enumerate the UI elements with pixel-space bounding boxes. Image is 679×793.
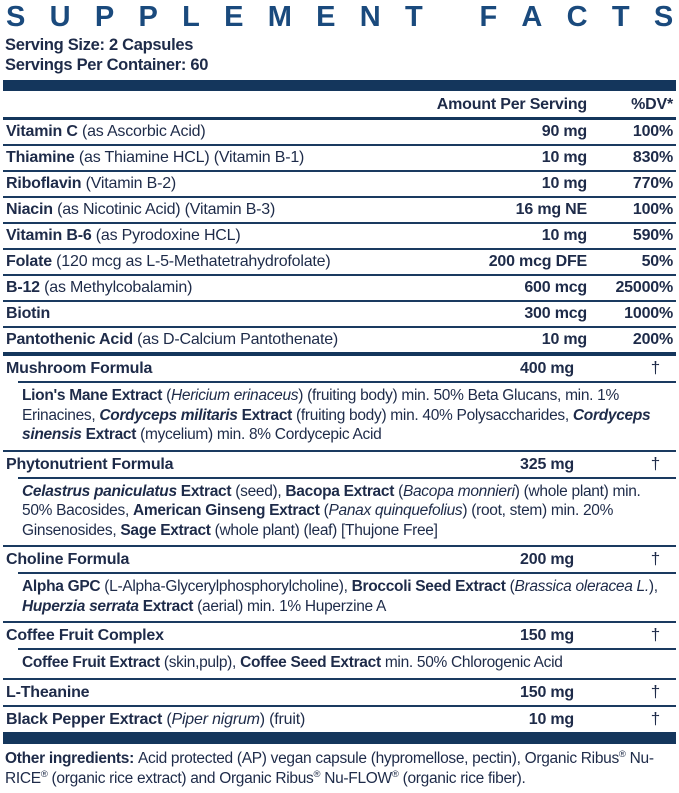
amount-per-serving: 90 mg: [541, 123, 587, 140]
table-row: B-12 (as Methylcobalamin) 600 mcg 25000%: [3, 274, 676, 300]
ingredient-name: Lion's Mane Extract (Hericium erinaceus)…: [22, 387, 651, 443]
amount-per-serving: 300 mcg: [524, 305, 587, 322]
percent-dv: 200%: [632, 331, 673, 348]
percent-dv: 100%: [632, 201, 673, 218]
amount-per-serving: 200 mg: [520, 551, 574, 568]
dv-dagger: †: [650, 358, 660, 377]
ingredient-name: Pantothenic Acid (as D-Calcium Pantothen…: [6, 331, 339, 348]
ingredient-name: Vitamin C (as Ascorbic Acid): [6, 123, 206, 140]
column-header-amount: Amount Per Serving: [436, 96, 587, 113]
amount-per-serving: 10 mg: [541, 149, 587, 166]
amount-per-serving: 150 mg: [520, 627, 574, 644]
amount-per-serving: 600 mcg: [524, 279, 587, 296]
ingredient-name: Vitamin B-6 (as Pyrodoxine HCL): [6, 227, 241, 244]
sub-ingredients-row: Alpha GPC (L-Alpha-Glycerylphosphorylcho…: [18, 572, 676, 621]
table-row: Biotin 300 mcg 1000%: [3, 300, 676, 326]
table-row: Thiamine (as Thiamine HCL) (Vitamin B-1)…: [3, 144, 676, 170]
amount-per-serving: 200 mcg DFE: [488, 253, 587, 270]
table-row: Choline Formula 200 mg †: [3, 545, 676, 572]
ingredient-name: Biotin: [6, 305, 51, 322]
facts-table-body: Vitamin C (as Ascorbic Acid) 90 mg 100% Thi…: [3, 120, 676, 732]
sub-ingredients-row: Coffee Fruit Extract (skin,pulp), Coffee…: [18, 648, 676, 678]
table-row: Vitamin C (as Ascorbic Acid) 90 mg 100%: [3, 120, 676, 144]
table-row: Vitamin B-6 (as Pyrodoxine HCL) 10 mg 590%: [3, 222, 676, 248]
amount-per-serving: 10 mg: [528, 710, 574, 728]
table-row: Folate (120 mcg as L-5-Methatetrahydrofo…: [3, 248, 676, 274]
table-row: Phytonutrient Formula 325 mg †: [3, 449, 676, 477]
percent-dv: 1000%: [624, 305, 673, 322]
percent-dv: 830%: [632, 149, 673, 166]
ingredient-name: Coffee Fruit Complex: [6, 627, 164, 644]
amount-per-serving: 400 mg: [520, 360, 574, 377]
servings-per-container: Servings Per Container: 60: [5, 56, 209, 74]
sub-ingredients-row: Lion's Mane Extract (Hericium erinaceus)…: [18, 381, 676, 450]
percent-dv: 50%: [641, 253, 674, 270]
amount-per-serving: 10 mg: [541, 227, 587, 244]
divider-bar-top: [3, 80, 676, 91]
ingredient-name: L-Theanine: [6, 683, 90, 701]
ingredient-name: B-12 (as Methylcobalamin): [6, 279, 193, 296]
percent-dv: 100%: [632, 123, 673, 140]
dv-dagger: †: [650, 681, 660, 701]
ingredient-name: Black Pepper Extract (Piper nigrum) (fru…: [6, 710, 306, 728]
dv-dagger: †: [650, 549, 660, 568]
dv-dagger: †: [650, 708, 660, 728]
percent-dv: 590%: [632, 227, 673, 244]
table-row: Coffee Fruit Complex 150 mg †: [3, 621, 676, 648]
ingredient-name: Folate (120 mcg as L-5-Methatetrahydrofo…: [6, 253, 331, 270]
table-row: Niacin (as Nicotinic Acid) (Vitamin B-3)…: [3, 196, 676, 222]
dv-dagger: †: [650, 453, 660, 473]
ingredient-name: Mushroom Formula: [6, 360, 153, 377]
other-ingredients: Other ingredients: Acid protected (AP) v…: [5, 748, 654, 787]
ingredient-name: Choline Formula: [6, 551, 130, 568]
column-header-dv: %DV*: [631, 96, 673, 113]
ingredient-name: Phytonutrient Formula: [6, 455, 174, 473]
table-row: Riboflavin (Vitamin B-2) 10 mg 770%: [3, 170, 676, 196]
amount-per-serving: 325 mg: [520, 455, 574, 473]
ingredient-name: Celastrus paniculatus Extract (seed), Ba…: [22, 482, 641, 539]
table-row: Black Pepper Extract (Piper nigrum) (fru…: [3, 704, 676, 732]
ingredient-name: Coffee Fruit Extract (skin,pulp), Coffee…: [22, 654, 563, 671]
table-row: L-Theanine 150 mg †: [3, 677, 676, 705]
amount-per-serving: 16 mg NE: [515, 201, 588, 218]
amount-per-serving: 10 mg: [541, 175, 587, 192]
divider-bar-bottom: [3, 731, 676, 744]
percent-dv: 770%: [632, 175, 673, 192]
amount-per-serving: 10 mg: [541, 331, 587, 348]
ingredient-name: Alpha GPC (L-Alpha-Glycerylphosphorylcho…: [22, 578, 658, 615]
sub-ingredients-row: Celastrus paniculatus Extract (seed), Ba…: [18, 476, 676, 546]
column-header-row: Amount Per Serving %DV*: [3, 91, 676, 120]
table-row: Pantothenic Acid (as D-Calcium Pantothen…: [3, 326, 676, 352]
amount-per-serving: 150 mg: [520, 683, 574, 701]
table-row: Mushroom Formula 400 mg †: [3, 352, 676, 381]
ingredient-name: Riboflavin (Vitamin B-2): [6, 175, 177, 192]
serving-size: Serving Size: 2 Capsules: [5, 36, 194, 54]
dv-dagger: †: [650, 625, 660, 644]
ingredient-name: Thiamine (as Thiamine HCL) (Vitamin B-1): [6, 149, 305, 166]
ingredient-name: Niacin (as Nicotinic Acid) (Vitamin B-3): [6, 201, 276, 218]
serving-info: Serving Size: 2 Capsules Servings Per Co…: [3, 34, 676, 75]
percent-dv: 25000%: [615, 279, 673, 296]
